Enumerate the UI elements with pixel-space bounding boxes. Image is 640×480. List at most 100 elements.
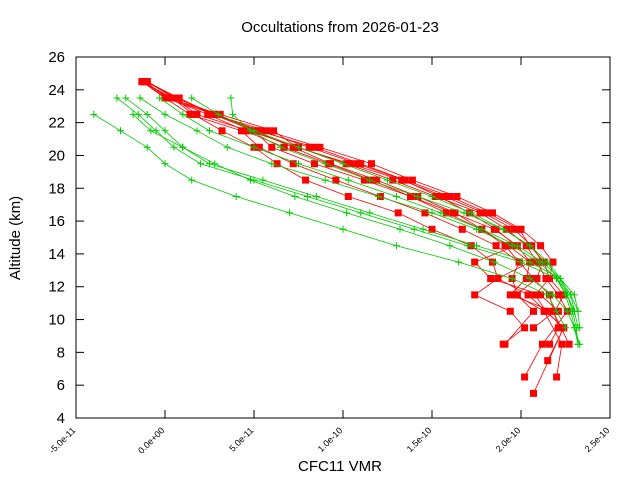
apriori-point [467, 209, 475, 217]
retrieved-point [458, 225, 466, 233]
apriori-point [179, 143, 187, 151]
apriori-point [223, 143, 231, 151]
retrieved-point [442, 209, 450, 217]
retrieved-point [471, 258, 479, 266]
apriori-point [526, 242, 534, 250]
apriori-point [553, 275, 561, 282]
apriori-point [250, 127, 258, 135]
retrieved-point [517, 225, 525, 233]
x-tick-label: 2.5e-10 [583, 425, 612, 454]
retrieved-point [311, 160, 318, 168]
retrieved-point [270, 127, 278, 135]
x-tick-label: 0.0e+00 [136, 425, 166, 455]
retrieved-point [546, 275, 553, 282]
retrieved-point [451, 209, 459, 217]
apriori-point [286, 209, 294, 217]
y-tick-label: 14 [48, 246, 65, 263]
retrieved-point [204, 110, 212, 118]
retrieved-point [549, 258, 557, 266]
apriori-point [122, 94, 130, 102]
retrieved-point [186, 110, 194, 118]
x-axis-label: CFC11 VMR [298, 458, 382, 475]
apriori-point [147, 127, 155, 135]
apriori-point [526, 258, 534, 266]
apriori-point [179, 110, 187, 118]
x-tick-label: 2.0e-10 [494, 425, 523, 454]
retrieved-point [542, 275, 550, 282]
apriori-point [188, 176, 196, 184]
apriori-point [428, 193, 436, 200]
y-tick-label: 6 [57, 377, 65, 394]
apriori-point [419, 225, 427, 233]
apriori-point [143, 110, 151, 118]
apriori-point [414, 193, 422, 200]
retrieved-point [238, 127, 245, 135]
apriori-point [129, 110, 137, 118]
apriori-series-line [230, 97, 579, 345]
apriori-point [90, 110, 98, 118]
retrieved-point [524, 291, 532, 299]
apriori-point [113, 94, 121, 102]
series-layer [90, 78, 584, 397]
apriori-point [268, 160, 276, 168]
retrieved-point [549, 307, 557, 315]
retrieved-point [537, 291, 545, 299]
retrieved-point [506, 307, 514, 315]
retrieved-point [400, 176, 407, 184]
retrieved-point [540, 307, 548, 315]
apriori-point [339, 225, 347, 233]
apriori-point [295, 143, 302, 151]
retrieved-series-line [143, 81, 565, 329]
apriori-point [227, 94, 235, 102]
retrieved-point [503, 225, 511, 233]
retrieved-point [489, 209, 496, 217]
retrieved-point [332, 176, 340, 184]
retrieved-series-line [147, 81, 535, 345]
apriori-point [473, 242, 480, 250]
retrieved-point [530, 324, 537, 332]
retrieved-point [522, 275, 530, 282]
retrieved-point [544, 357, 552, 365]
retrieved-point [554, 291, 562, 299]
retrieved-point [218, 127, 226, 135]
x-tick-label: -5.0e-11 [47, 425, 77, 455]
apriori-point [197, 160, 205, 168]
apriori-point [143, 143, 151, 151]
retrieved-point [268, 143, 276, 151]
retrieved-point [501, 242, 509, 250]
apriori-point [508, 275, 516, 282]
apriori-point [161, 127, 169, 135]
apriori-point [392, 242, 400, 250]
apriori-point [513, 242, 521, 250]
apriori-point [562, 291, 569, 299]
retrieved-point [316, 143, 324, 151]
retrieved-point [554, 324, 562, 332]
retrieved-point [483, 209, 491, 217]
apriori-point [229, 110, 237, 118]
retrieved-point [357, 160, 365, 168]
retrieved-point [531, 291, 539, 299]
retrieved-point [140, 78, 148, 86]
apriori-point [366, 176, 374, 184]
apriori-point [211, 160, 219, 168]
retrieved-point [394, 209, 402, 217]
y-axis-label: Altitude (km) [7, 196, 24, 280]
retrieved-point [289, 143, 297, 151]
apriori-point [478, 225, 486, 233]
apriori-point [295, 160, 302, 168]
retrieved-point [510, 225, 518, 233]
apriori-point [117, 127, 124, 135]
axis-layer: 4 6 8 10 12 14 16 18 20 22 24 26 -5.0e-11 0.0e+00 5.0e… [47, 49, 611, 456]
retrieved-point [467, 242, 475, 250]
retrieved-point [565, 340, 573, 348]
apriori-point [455, 258, 463, 266]
x-tick-label: 5.0e-11 [227, 425, 255, 453]
retrieved-series-line [141, 81, 565, 361]
plot-frame [75, 56, 611, 419]
apriori-point [232, 193, 240, 200]
retrieved-point [435, 193, 443, 200]
apriori-point [526, 275, 534, 282]
retrieved-point [241, 127, 249, 135]
retrieved-point [166, 94, 174, 102]
apriori-point [499, 225, 507, 233]
